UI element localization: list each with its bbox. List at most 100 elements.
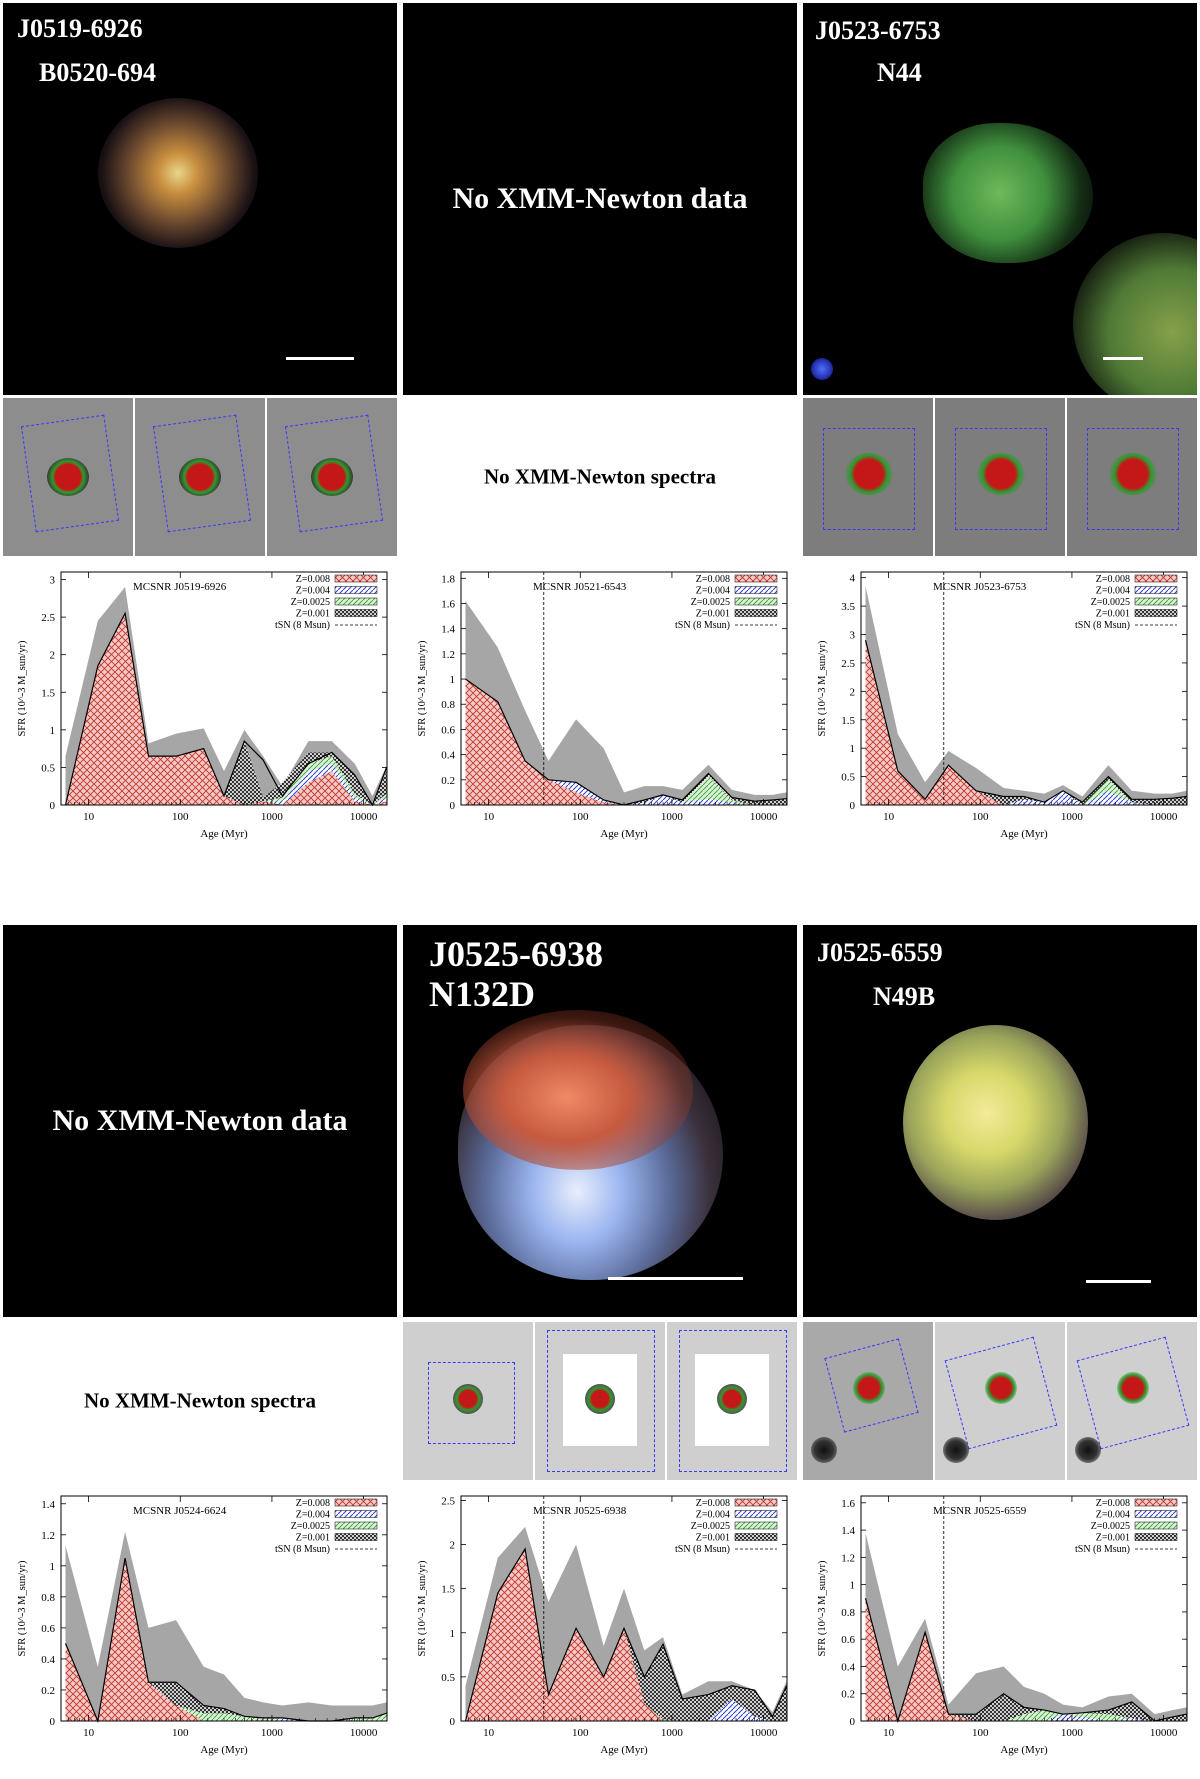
legend-label: Z=0.0025 [1091,1521,1130,1532]
y-tick-label: 2 [450,1540,456,1552]
x-tick-label: 1000 [661,811,684,823]
x-axis-label: Age (Myr) [1000,828,1048,840]
x-tick-label: 10 [883,1727,895,1739]
legend-z00025 [1134,597,1178,606]
legend-label: Z=0.001 [696,609,730,620]
legend-label: Z=0.004 [1096,586,1130,597]
image-panel-j0519: J0519-6926 B0520-694 [3,3,397,395]
y-tick-label: 1 [450,1628,456,1640]
pn-cell [803,398,933,556]
star-blue [811,358,833,380]
legend-label: Z=0.004 [1096,1510,1130,1521]
y-axis-label: SFR (10^-3 M_sun/yr) [817,1560,828,1656]
chart-title: MCSNR J0521-6543 [533,581,627,593]
y-tick-label: 0 [450,800,456,812]
y-tick-label: 1.5 [441,1584,455,1596]
y-tick-label: 1.4 [441,624,455,636]
legend-z0001 [1134,1533,1178,1541]
no-spectra-text: No XMM-Newton spectra [483,464,717,489]
image-panel-j0523: J0523-6753 N44 [803,3,1197,395]
legend-z0004 [334,1510,378,1518]
legend-label: Z=0.004 [696,586,730,597]
legend-z0008 [734,1498,778,1507]
legend-label: Z=0.004 [296,1510,330,1521]
pn-cell [3,398,133,556]
legend-z0001 [734,1533,778,1541]
y-tick-label: 0.8 [841,1607,855,1619]
y-tick-label: 0.2 [41,1685,55,1697]
sfh-chart-0: 0 0.5 1 1.5 2 2.5 3 10 100 1000 10000 Age (Myr) SFR … [17,571,388,840]
area-z0001 [465,1548,787,1721]
pn-cell [403,1322,533,1480]
y-axis-label: SFR (10^-3 M_sun/yr) [417,1560,428,1656]
y-tick-label: 0.6 [841,1634,855,1646]
y-tick-label: 0.5 [41,762,55,774]
total-sfr-line [864,1598,1187,1724]
legend-z00025 [1134,1521,1178,1530]
snr-alias: N44 [877,58,922,87]
y-tick-label: 0 [450,1716,456,1728]
chart-title: MCSNR J0525-6559 [933,1505,1027,1517]
legend-z0004 [1134,1510,1178,1518]
x-tick-label: 10000 [750,1727,778,1739]
legend-z0001 [1134,609,1178,617]
mos2-cell [667,1322,797,1480]
no-data-text: No XMM-Newton data [452,182,748,215]
legend-z00025 [334,1521,378,1530]
y-tick-label: 2 [50,650,56,662]
legend-label: Z=0.008 [1096,574,1130,585]
scale-bar [286,357,354,360]
y-tick-label: 1.4 [841,1525,855,1537]
x-tick-label: 1000 [261,811,284,823]
chart-title: MCSNR J0524-6624 [133,1505,227,1517]
total-sfr-line [64,1557,387,1724]
x-tick-label: 100 [572,1727,589,1739]
legend-z0001 [734,609,778,617]
y-tick-label: 3 [850,630,856,642]
y-tick-label: 0.4 [41,1654,55,1666]
x-tick-label: 1000 [1061,811,1084,823]
y-tick-label: 0.8 [441,699,455,711]
x-axis-label: Age (Myr) [200,828,248,840]
chart-title: MCSNR J0519-6926 [133,581,227,593]
legend-label: Z=0.008 [296,1498,330,1509]
y-tick-label: 1 [50,1561,56,1573]
x-tick-label: 100 [172,1727,189,1739]
legend-z00025 [334,597,378,606]
area-z0008 [865,1598,1187,1721]
x-tick-label: 10000 [1150,1727,1178,1739]
uncertainty-band [465,1526,787,1721]
legend-label: Z=0.004 [296,586,330,597]
y-tick-label: 2 [850,686,856,698]
sfh-chart-1: 0 0.2 0.4 0.6 0.8 1 1.2 1.4 1.6 1.8 10 100 1000 10000… [417,571,788,840]
legend-z0008 [334,1498,378,1507]
legend-label: tSN (8 Msun) [675,620,730,631]
neighbour-emission [1073,233,1197,395]
y-tick-label: 0.8 [41,1592,55,1604]
x-tick-label: 100 [972,1727,989,1739]
y-tick-label: 0 [50,800,56,812]
snr-name: J0519-6926 [17,14,143,43]
extraction-strip-j0523 [803,398,1197,556]
snr-name: J0523-6753 [815,16,941,45]
no-data-text: No XMM-Newton data [52,1104,348,1137]
sfh-chart-2: 0 0.5 1 1.5 2 2.5 3 3.5 4 10 100 1000 10000 Age (Myr)… [817,571,1188,840]
mos1-cell [935,398,1065,556]
y-tick-label: 0 [850,800,856,812]
legend-z0001 [334,1533,378,1541]
legend-label: Z=0.0025 [691,597,730,608]
x-axis-label: Age (Myr) [600,1744,648,1756]
x-tick-label: 10000 [350,811,378,823]
y-tick-label: 1.5 [41,687,55,699]
legend-z0004 [734,1510,778,1518]
x-tick-label: 1000 [261,1727,284,1739]
mos2-cell [1067,398,1197,556]
snr-red-filaments [463,1010,693,1170]
legend-z0008 [334,574,378,583]
y-tick-label: 0 [50,1716,56,1728]
area-z0008 [465,679,787,805]
legend-label: Z=0.008 [696,1498,730,1509]
legend-z0008 [1134,1498,1178,1507]
y-tick-label: 1.5 [841,715,855,727]
x-tick-label: 10 [883,811,895,823]
